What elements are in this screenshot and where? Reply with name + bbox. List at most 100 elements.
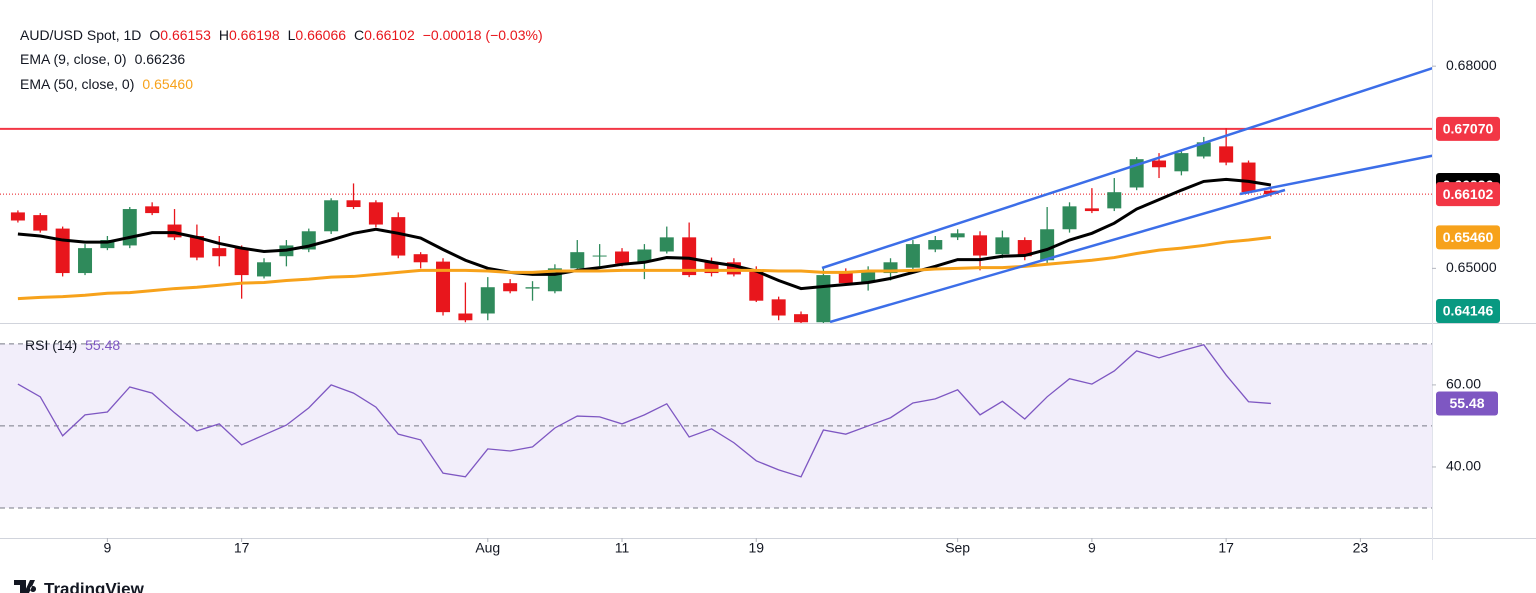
candle-body (234, 248, 249, 276)
rsi-legend: RSI (14) 55.48 (25, 337, 120, 353)
candle-body (1107, 192, 1122, 209)
candle-body (995, 237, 1010, 255)
axes: 0.68000 0.65000 9 17 Aug 11 19 Sep 9 17 23 0.67070 0… (104, 57, 1500, 556)
logo (14, 580, 37, 593)
symbol: AUD/USD Spot, 1D (20, 27, 141, 43)
series-last: 0.65460 (142, 76, 193, 92)
y-tick-label: 40.00 (1446, 458, 1481, 474)
candle-body (78, 248, 93, 274)
price-tag-label: 0.66102 (1443, 186, 1494, 202)
candle-body (570, 252, 585, 269)
candle-body (1062, 206, 1077, 230)
rsi-tag-label: 55.48 (1449, 395, 1484, 411)
x-tick-label: 9 (1088, 540, 1096, 556)
candle-body (749, 270, 764, 301)
candle-body (436, 261, 451, 313)
candle-body (1241, 162, 1256, 193)
rsi-last: 55.48 (85, 337, 120, 353)
channel-lower (829, 188, 1286, 323)
legend-change: −0.00018 (−0.03%) (423, 27, 543, 43)
candle-body (950, 233, 965, 238)
candle-body (682, 237, 697, 276)
price-tag-label: 0.64146 (1443, 303, 1494, 319)
candle-body (1219, 146, 1234, 163)
candle-body (794, 314, 809, 323)
x-tick-label: 19 (748, 540, 764, 556)
candle-body (10, 212, 25, 221)
rsi-tag (1436, 391, 1498, 416)
brand-name: TradingView (44, 579, 145, 593)
candle-body (928, 240, 943, 250)
candle-body (1040, 229, 1055, 261)
candle-body (771, 299, 786, 316)
candle-body (592, 255, 607, 257)
rsi-line (17, 343, 1271, 478)
series-last: 0.66236 (135, 51, 186, 67)
legend-line: AUD/USD Spot, 1D O0.66153 H0.66198 L0.66066… (20, 27, 543, 43)
x-tick-label: 17 (1218, 540, 1234, 556)
price-tag-label: 0.67070 (1443, 121, 1494, 137)
series-name: EMA (50, close, 0) (20, 76, 134, 92)
candle-body (368, 202, 383, 225)
channel (821, 66, 1432, 323)
candle-body (257, 262, 272, 277)
candle-body (391, 217, 406, 256)
candle-body (346, 200, 361, 208)
y-tick-label: 0.68000 (1446, 57, 1497, 73)
legend-key: O (149, 27, 160, 43)
legend-value: 0.66153 (160, 27, 211, 43)
candle-body (883, 262, 898, 274)
candle-body (1263, 190, 1278, 195)
x-tick-label: 11 (615, 540, 630, 556)
price-tag (1436, 225, 1500, 250)
candle-body (615, 251, 630, 264)
price-tag (1436, 182, 1500, 207)
candle-body (33, 215, 48, 231)
candle-body (458, 313, 473, 321)
candle-body (122, 209, 137, 246)
candle-body (816, 275, 831, 323)
x-tick-label: Aug (475, 540, 500, 556)
candle-body (973, 235, 988, 256)
x-tick-label: 23 (1353, 540, 1369, 556)
price-tag (1436, 299, 1500, 323)
candle-body (1017, 240, 1032, 257)
candle-body (1196, 142, 1211, 157)
series-legend: EMA (9, close, 0) 0.66236 (20, 51, 185, 67)
candle-body (838, 273, 853, 284)
candle-body (145, 206, 160, 214)
x-tick-label: Sep (945, 540, 970, 556)
rsi-pane (0, 343, 1432, 509)
candle-body (212, 248, 227, 257)
candle-body (55, 228, 70, 274)
ema-line (17, 177, 1272, 291)
price-tag (1436, 116, 1500, 141)
candle-body (905, 244, 920, 268)
candle-body (525, 287, 540, 289)
candle-body (1084, 208, 1099, 212)
brand: TradingView (14, 579, 145, 593)
x-tick-label: 9 (104, 540, 112, 556)
legend-value: 0.66198 (229, 27, 280, 43)
candle-body (480, 287, 495, 314)
candle-body (189, 236, 204, 258)
x-tick-label: 17 (234, 540, 250, 556)
candle-body (503, 283, 518, 292)
legend-key: C (354, 27, 364, 43)
candle-body (413, 254, 428, 263)
channel-middle (1239, 154, 1432, 196)
candle-body (704, 262, 719, 274)
y-tick-label: 0.65000 (1446, 259, 1497, 275)
legend-value: 0.66066 (295, 27, 346, 43)
legend-key: H (219, 27, 229, 43)
price-tag-label: 0.65460 (1443, 229, 1494, 245)
legend-key: L (288, 27, 296, 43)
candle-body (167, 224, 182, 238)
legend-value: 0.66102 (364, 27, 415, 43)
candle-body (324, 200, 339, 232)
candle-body (1174, 153, 1189, 172)
rsi-title: RSI (14) (25, 337, 77, 353)
ema-line (17, 235, 1272, 301)
series-legend: EMA (50, close, 0) 0.65460 (20, 76, 193, 92)
